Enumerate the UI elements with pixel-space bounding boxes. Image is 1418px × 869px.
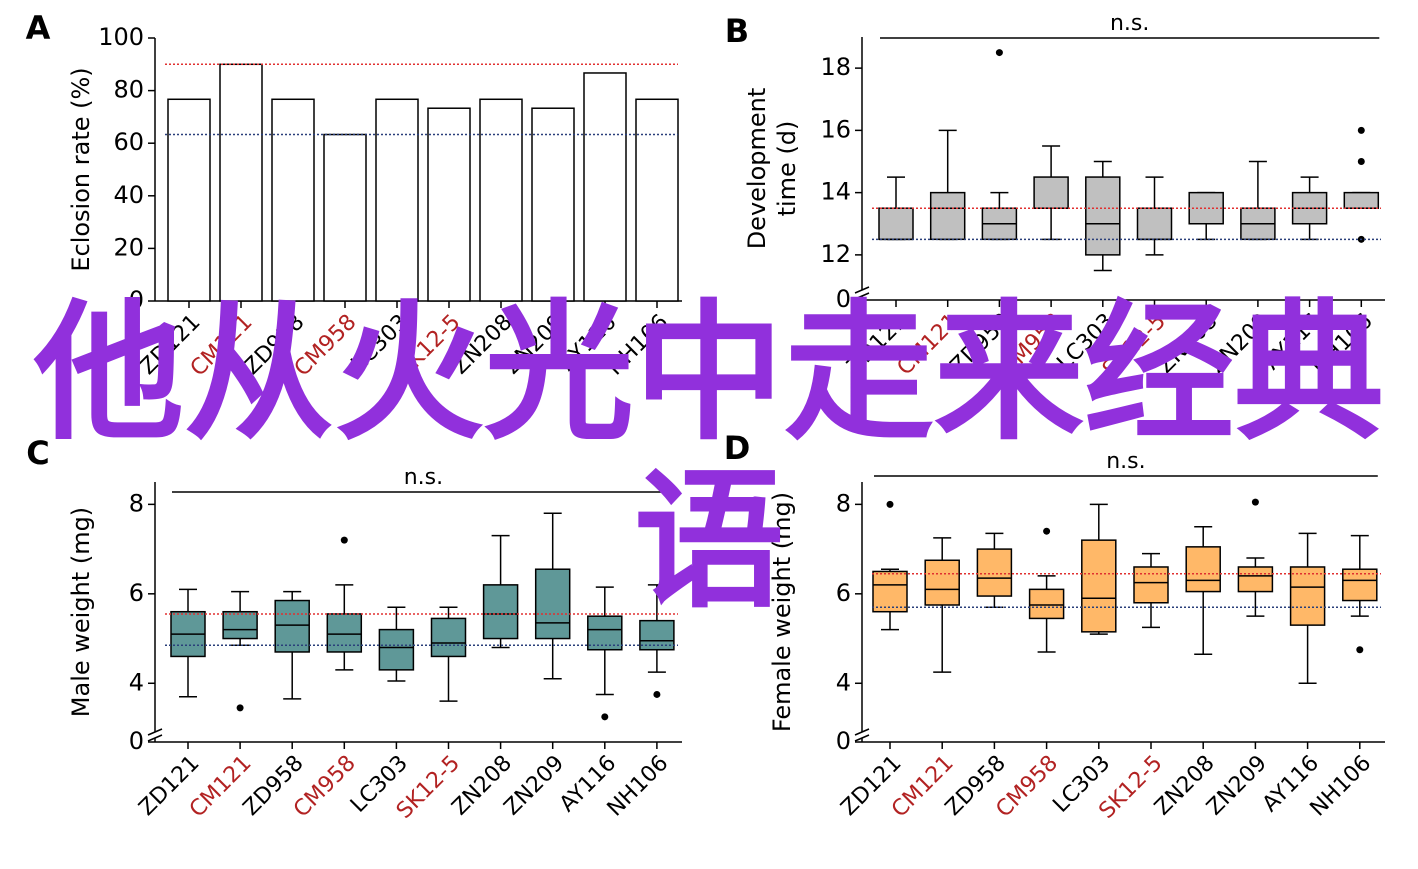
x-tick-label: ZN209 xyxy=(500,751,570,821)
outlier xyxy=(1043,527,1051,535)
bar xyxy=(375,98,419,302)
y-tick-label: 12 xyxy=(820,240,851,268)
bar xyxy=(167,98,211,302)
y-tick-label: 18 xyxy=(820,53,851,81)
significance-label: n.s. xyxy=(1106,449,1145,474)
box xyxy=(924,559,960,606)
axis-break xyxy=(854,728,870,736)
outlier xyxy=(340,536,348,544)
box xyxy=(534,568,571,640)
axis-break xyxy=(854,734,870,742)
y-tick-label: 80 xyxy=(113,76,144,104)
significance-label: n.s. xyxy=(404,465,443,490)
axis-break xyxy=(854,292,870,300)
box xyxy=(1081,539,1117,633)
y-tick-label: 16 xyxy=(820,115,851,143)
panel-label: B xyxy=(725,12,749,50)
y-tick-label: 8 xyxy=(836,489,851,517)
box xyxy=(1033,176,1069,209)
box xyxy=(1237,566,1274,593)
outlier xyxy=(1356,646,1364,654)
significance-label: n.s. xyxy=(1110,11,1149,36)
bar xyxy=(323,133,367,302)
box xyxy=(929,191,966,241)
axis-break xyxy=(147,734,163,742)
outlier xyxy=(995,49,1003,57)
box xyxy=(1188,191,1224,225)
box xyxy=(587,615,623,651)
y-tick-label: 100 xyxy=(98,23,144,51)
y-tick-label: 6 xyxy=(836,579,851,607)
bar xyxy=(219,63,263,302)
bar xyxy=(427,107,471,302)
bar xyxy=(635,98,679,302)
box xyxy=(222,610,258,640)
y-tick-label: 4 xyxy=(129,668,144,696)
outlier xyxy=(1357,158,1365,165)
box xyxy=(872,570,908,613)
panel-label: C xyxy=(26,434,49,472)
y-axis-label: Male weight (mg) xyxy=(67,507,95,717)
axis-break xyxy=(147,728,163,736)
y-tick-label: 20 xyxy=(113,233,144,261)
overlay-text: 他从火光中走来经典语 xyxy=(33,287,1384,629)
bar xyxy=(531,107,575,302)
bar xyxy=(583,72,627,302)
y-tick-label: 60 xyxy=(113,128,144,156)
bar xyxy=(271,98,315,302)
bar xyxy=(479,98,523,302)
y-tick-label: 0 xyxy=(129,286,144,314)
y-tick-label: 0 xyxy=(129,727,144,755)
y-tick-label: 40 xyxy=(113,181,144,209)
box xyxy=(1133,566,1169,604)
box xyxy=(976,548,1013,597)
y-axis-label: Development xyxy=(743,88,771,250)
outlier xyxy=(601,713,609,721)
box xyxy=(1289,566,1326,626)
box xyxy=(1343,191,1380,209)
outlier xyxy=(653,690,661,698)
y-tick-label: 6 xyxy=(129,579,144,607)
box xyxy=(1085,176,1121,256)
panel-label: D xyxy=(724,429,751,467)
outlier xyxy=(1357,126,1365,134)
axis-break xyxy=(854,286,870,294)
y-axis-label: Eclosion rate (%) xyxy=(67,67,95,271)
y-axis-label: Female weight (mg) xyxy=(768,492,796,732)
box xyxy=(274,599,310,653)
box xyxy=(1185,546,1221,593)
outlier xyxy=(236,704,244,712)
y-axis-label: time (d) xyxy=(773,121,801,217)
y-tick-label: 0 xyxy=(836,727,851,755)
y-tick-label: 4 xyxy=(836,668,851,696)
y-tick-label: 0 xyxy=(836,285,851,313)
panel-label: A xyxy=(26,9,51,47)
box xyxy=(1136,207,1173,241)
box xyxy=(878,207,914,241)
box xyxy=(430,617,467,658)
x-tick-label: ZN209 xyxy=(1202,751,1272,821)
box xyxy=(326,613,363,653)
box xyxy=(482,584,519,640)
outlier xyxy=(1251,498,1259,506)
y-tick-label: 14 xyxy=(820,178,851,206)
outlier xyxy=(886,500,894,508)
y-tick-label: 8 xyxy=(129,489,144,517)
box xyxy=(1028,588,1065,620)
box xyxy=(378,628,415,671)
